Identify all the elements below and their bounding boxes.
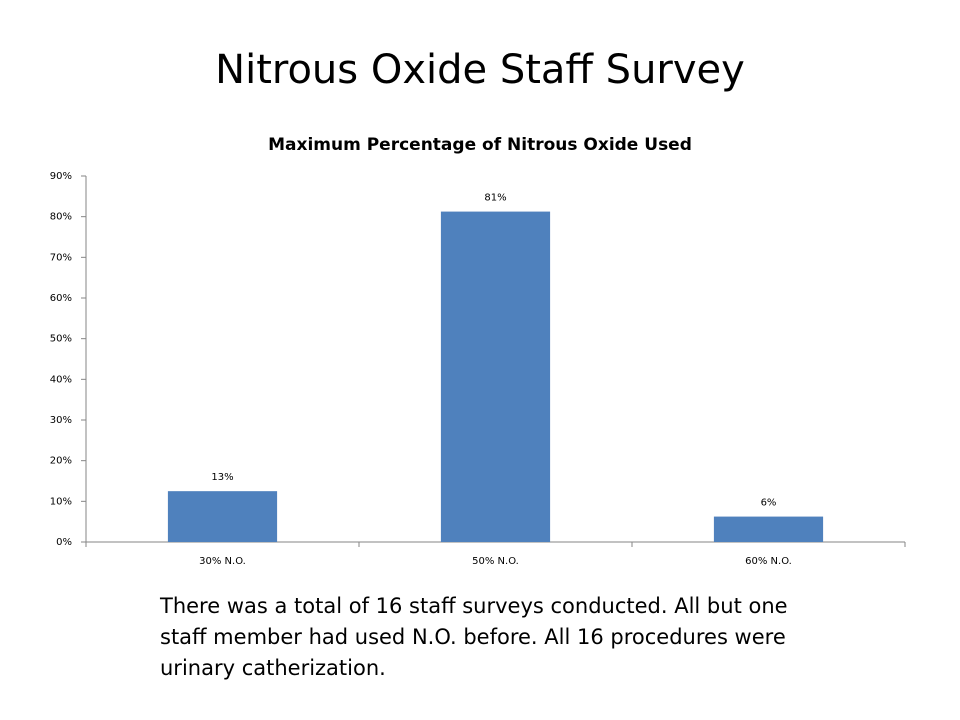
data-label: 13% <box>211 472 233 483</box>
bar <box>167 491 278 542</box>
y-tick-label: 30% <box>50 415 72 426</box>
body-text: urinary catherization. <box>160 656 386 680</box>
body-text: There was a total of 16 staff surveys co… <box>159 594 788 618</box>
y-tick-label: 90% <box>50 171 72 182</box>
x-tick-label: 30% N.O. <box>199 556 246 567</box>
chart-title: Maximum Percentage of Nitrous Oxide Used <box>268 135 692 155</box>
bar <box>713 516 824 542</box>
x-tick-label: 60% N.O. <box>745 556 792 567</box>
y-tick-label: 50% <box>50 334 72 345</box>
data-label: 6% <box>761 498 777 509</box>
x-tick-label: 50% N.O. <box>472 556 519 567</box>
bar <box>440 211 551 543</box>
slide-title: Nitrous Oxide Staff Survey <box>215 47 745 93</box>
y-tick-label: 20% <box>50 456 72 467</box>
y-tick-label: 60% <box>50 293 72 304</box>
y-tick-label: 40% <box>50 374 72 385</box>
y-tick-label: 0% <box>56 537 72 548</box>
body-text: staff member had used N.O. before. All 1… <box>160 625 786 649</box>
y-tick-label: 70% <box>50 252 72 263</box>
data-label: 81% <box>484 193 506 204</box>
y-tick-label: 10% <box>50 496 72 507</box>
y-tick-label: 80% <box>50 212 72 223</box>
